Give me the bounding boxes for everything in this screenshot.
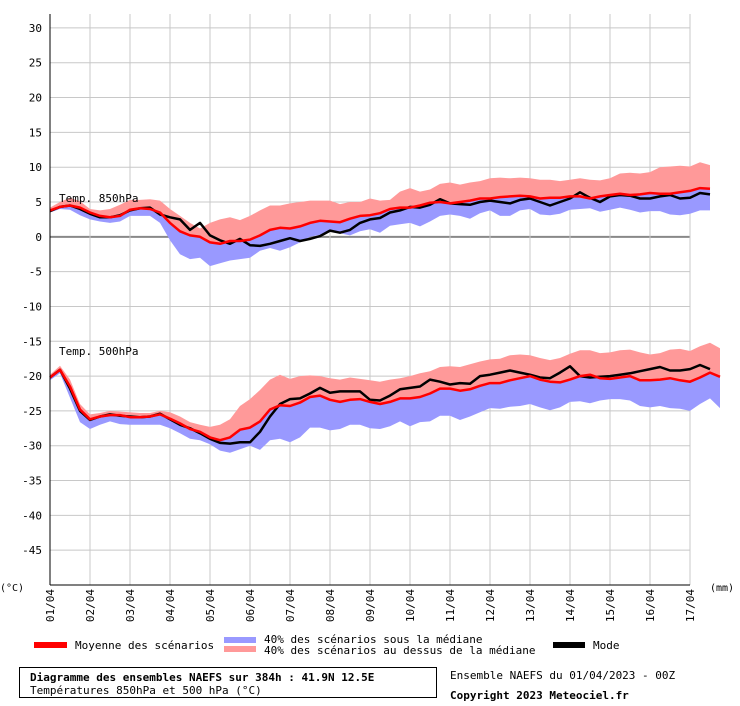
x-tick-label: 06/04 [244,589,257,622]
y-tick-label: -35 [22,475,42,488]
legend-label-mean: Moyenne des scénarios [75,639,215,652]
x-tick-label: 16/04 [644,589,657,622]
x-tick-label: 17/04 [684,589,697,622]
y-tick-label: -25 [22,405,42,418]
y-tick-label: -40 [22,509,42,522]
legend-item-mean: Moyenne des scénarios [34,634,214,651]
x-tick-label: 03/04 [124,589,137,622]
mean-line [49,368,721,442]
x-tick-label: 14/04 [564,589,577,622]
x-tick-label: 10/04 [404,589,417,622]
legend: Moyenne des scénarios 40% des scénarios … [0,634,740,660]
band-above-median [50,342,720,441]
y-tick-label: 20 [29,92,42,105]
x-tick-label: 09/04 [364,589,377,622]
x-tick-label: 12/04 [484,589,497,622]
x-tick-label: 07/04 [284,589,297,622]
mean-line [49,186,711,246]
bands [50,162,720,453]
chart-subtitle: Températures 850hPa et 500 hPa (°C) [30,684,262,697]
band-below-median [50,188,710,267]
legend-label-above: 40% des scénarios au dessus de la médian… [264,644,536,657]
legend-label-below: 40% des scénarios sous la médiane [264,633,483,646]
y-tick-label: 15 [29,126,42,139]
footer-title-box: Diagramme des ensembles NAEFS sur 384h :… [19,667,437,698]
x-tick-label: 01/04 [44,589,57,622]
legend-swatch-above [224,646,256,652]
footer-info: Ensemble NAEFS du 01/04/2023 - 00Z Copyr… [450,666,675,706]
x-tick-label: 15/04 [604,589,617,622]
x-tick-label: 13/04 [524,589,537,622]
legend-label-mode: Mode [593,639,620,652]
run-info: Ensemble NAEFS du 01/04/2023 - 00Z [450,669,676,682]
x-tick-label: 05/04 [204,589,217,622]
band-above-median [50,162,710,244]
legend-swatch-below [224,637,256,643]
y-tick-label: 25 [29,57,42,70]
y-tick-label: -15 [22,335,42,348]
panel-label: Temp. 500hPa [59,345,138,358]
mode-line [49,191,711,248]
legend-item-bands: 40% des scénarios sous la médiane 40% de… [224,634,536,656]
y-tick-label: -30 [22,440,42,453]
x-tick-label: 11/04 [444,589,457,622]
y-tick-label: -5 [29,266,42,279]
y-tick-label: -20 [22,370,42,383]
copyright: Copyright 2023 Meteociel.fr [450,689,629,702]
legend-swatch-mode [553,642,585,648]
x-tick-label: 08/04 [324,589,337,622]
grid [49,14,691,585]
x-tick-label: 02/04 [84,589,97,622]
y-tick-label: 0 [35,231,42,244]
legend-item-mode: Mode [553,634,620,651]
lines [49,186,721,445]
y-tick-label: -45 [22,544,42,557]
naefs-chart: 30 25 20 15 10 5 0 -5 -10 -15 -20 -25 -30 -35 -40 -45 01… [0,14,734,622]
y-tick-label: 30 [29,22,42,35]
y2-unit-label: (mm) [710,583,734,594]
y-unit-label: (°C) [0,583,24,594]
y-tick-label: 5 [35,196,42,209]
legend-swatch-mean [34,642,67,648]
y-tick-label: -10 [22,300,42,313]
chart-title: Diagramme des ensembles NAEFS sur 384h :… [30,671,375,684]
panel-label: Temp. 850hPa [59,192,138,205]
axes: 30 25 20 15 10 5 0 -5 -10 -15 -20 -25 -30 -35 -40 -45 01… [22,14,697,622]
y-tick-label: 10 [29,161,42,174]
x-tick-label: 04/04 [164,589,177,622]
band-below-median [50,369,720,453]
